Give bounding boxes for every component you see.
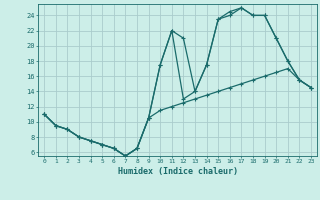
X-axis label: Humidex (Indice chaleur): Humidex (Indice chaleur) (118, 167, 238, 176)
